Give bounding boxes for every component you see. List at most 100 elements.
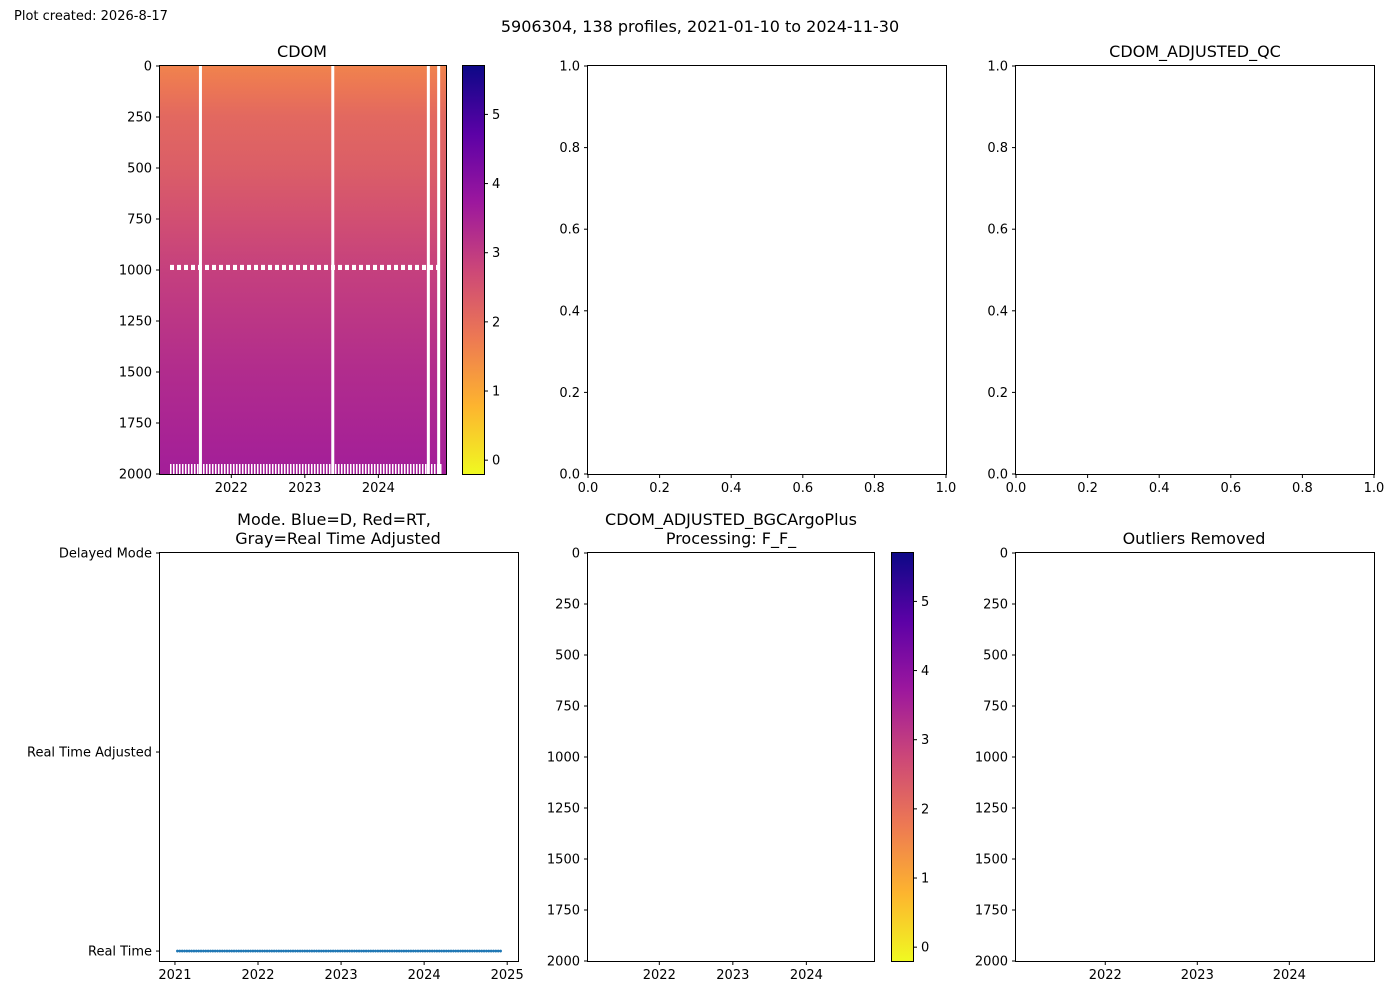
outliers-y-tick: 750 bbox=[983, 700, 1016, 715]
empty-x-tick: 0.6 bbox=[792, 474, 813, 496]
mode-point bbox=[435, 949, 439, 953]
qc-x-tick-label: 0.8 bbox=[1292, 481, 1313, 496]
mode-point bbox=[364, 949, 368, 953]
cdom-y-tick-label: 1000 bbox=[119, 264, 152, 279]
cdom-y-tick: 1000 bbox=[119, 264, 160, 279]
cdom-bottom-gap-segment bbox=[413, 464, 415, 474]
mode-point bbox=[442, 949, 446, 953]
mode-point bbox=[279, 949, 283, 953]
mode-x-tick-label: 2023 bbox=[325, 968, 358, 983]
cdom-y-tick-label: 1250 bbox=[119, 315, 152, 330]
empty-y-tick: 0.6 bbox=[559, 223, 588, 238]
cdom-y-tick-label: 0 bbox=[144, 60, 152, 75]
mode-point bbox=[355, 949, 359, 953]
cdom-bottom-gap-segment bbox=[398, 464, 400, 474]
cdom-bottom-gap-segment bbox=[428, 464, 430, 474]
cdom-gap-band-segment bbox=[401, 264, 405, 270]
mode-point bbox=[183, 949, 186, 953]
cdom-bottom-gap-segment bbox=[290, 464, 292, 474]
mode-point bbox=[367, 949, 370, 953]
bgc-colorbar-frame bbox=[891, 552, 914, 962]
bgc-plot-frame bbox=[587, 552, 875, 962]
cdom-bottom-gap-segment bbox=[185, 464, 187, 474]
cdom-bottom-gap-segment bbox=[311, 464, 313, 474]
cdom-bottom-gap-segment bbox=[227, 464, 229, 474]
outliers-y-tick: 1250 bbox=[975, 802, 1016, 817]
bgc-cb-tick-label: 5 bbox=[921, 595, 929, 610]
cdom-bottom-gap-segment bbox=[329, 464, 331, 474]
cdom-bottom-gap-segment bbox=[410, 464, 412, 474]
bgc-colorbar bbox=[892, 553, 913, 961]
outliers-y-axis: 0 250 500 750 1000 1250 1500 1750 2000 bbox=[975, 547, 1016, 970]
mode-point bbox=[289, 949, 293, 953]
qc-y-tick: 0.0 bbox=[987, 468, 1016, 483]
mode-point bbox=[447, 949, 451, 953]
mode-point bbox=[204, 949, 208, 953]
bgc-y-tick: 1750 bbox=[547, 904, 588, 919]
cdom-y-tick: 0 bbox=[144, 60, 160, 75]
bgc-cb-tick-label: 3 bbox=[921, 733, 929, 748]
outliers-y-tick-label: 250 bbox=[983, 598, 1008, 613]
cdom-gap-band-segment bbox=[415, 264, 419, 270]
mode-point bbox=[336, 949, 340, 953]
cdom-bottom-gap-segment bbox=[386, 464, 388, 474]
cdom-gap-band-segment bbox=[184, 264, 188, 270]
mode-point bbox=[326, 949, 330, 953]
cdom-x-tick-label: 2024 bbox=[362, 481, 395, 496]
cdom-bottom-gap-segment bbox=[272, 464, 274, 474]
cdom-gap-band-segment bbox=[352, 264, 356, 270]
outliers-x-tick: 2023 bbox=[1181, 961, 1214, 983]
mode-point bbox=[428, 949, 432, 953]
empty-x-tick-label: 0.2 bbox=[649, 481, 670, 496]
mode-y-tick-label: Delayed Mode bbox=[59, 547, 152, 562]
cdom-bottom-gap-segment bbox=[395, 464, 397, 474]
mode-point bbox=[378, 949, 382, 953]
qc-x-tick-label: 0.6 bbox=[1220, 481, 1241, 496]
cdom-bottom-gap-segment bbox=[434, 464, 436, 474]
mode-point bbox=[345, 949, 349, 953]
outliers-x-tick: 2024 bbox=[1273, 961, 1306, 983]
mode-x-axis: 2021 2022 2023 2024 2025 bbox=[158, 961, 524, 983]
outliers-y-tick-label: 0 bbox=[1000, 547, 1008, 562]
cdom-y-tick: 1500 bbox=[119, 366, 160, 381]
mode-point bbox=[383, 949, 387, 953]
outliers-y-tick: 0 bbox=[1000, 547, 1016, 562]
mode-x-tick: 2022 bbox=[241, 961, 275, 983]
cdom-bottom-gap-segment bbox=[287, 464, 289, 474]
outliers-y-tick: 1000 bbox=[975, 751, 1016, 766]
outliers-y-tick: 500 bbox=[983, 649, 1016, 664]
cdom-gap-band-segment bbox=[303, 264, 307, 270]
mode-point bbox=[310, 949, 314, 953]
mode-point bbox=[371, 949, 375, 953]
cdom-bottom-gap-segment bbox=[275, 464, 277, 474]
cdom-bottom-gap-segment bbox=[407, 464, 409, 474]
panel-mode-title-line2: Gray=Real Time Adjusted bbox=[235, 529, 441, 548]
cdom-y-tick: 500 bbox=[127, 162, 160, 177]
mode-point bbox=[242, 949, 245, 953]
cdom-gap-band-segment bbox=[422, 264, 426, 270]
mode-point bbox=[461, 949, 465, 953]
cdom-bottom-gap-segment bbox=[365, 464, 367, 474]
bgc-colorbar-axis: 0 1 2 3 4 5 bbox=[913, 595, 929, 956]
mode-point bbox=[230, 949, 234, 953]
cdom-gap-band-segment bbox=[233, 264, 237, 270]
cdom-gap-band-segment bbox=[373, 264, 377, 270]
cdom-gap-band-segment bbox=[191, 264, 195, 270]
cdom-cb-tick-label: 1 bbox=[492, 385, 500, 400]
cdom-bottom-gap-segment bbox=[401, 464, 403, 474]
mode-point bbox=[388, 949, 392, 953]
empty-y-tick: 0.0 bbox=[559, 468, 588, 483]
cdom-gap-band-segment bbox=[359, 264, 363, 270]
mode-point bbox=[454, 949, 458, 953]
panel-cdom-title: CDOM bbox=[277, 42, 327, 61]
cdom-bottom-gap-segment bbox=[236, 464, 238, 474]
bgc-y-axis: 0 250 500 750 1000 1250 1500 1750 2000 bbox=[547, 547, 588, 970]
mode-point bbox=[237, 949, 241, 953]
mode-y-tick: Real Time bbox=[88, 945, 160, 960]
cdom-bottom-gap-segment bbox=[326, 464, 328, 474]
bgc-cb-tick: 5 bbox=[913, 595, 929, 610]
cdom-gap-band-segment bbox=[282, 264, 286, 270]
mode-point bbox=[258, 949, 262, 953]
